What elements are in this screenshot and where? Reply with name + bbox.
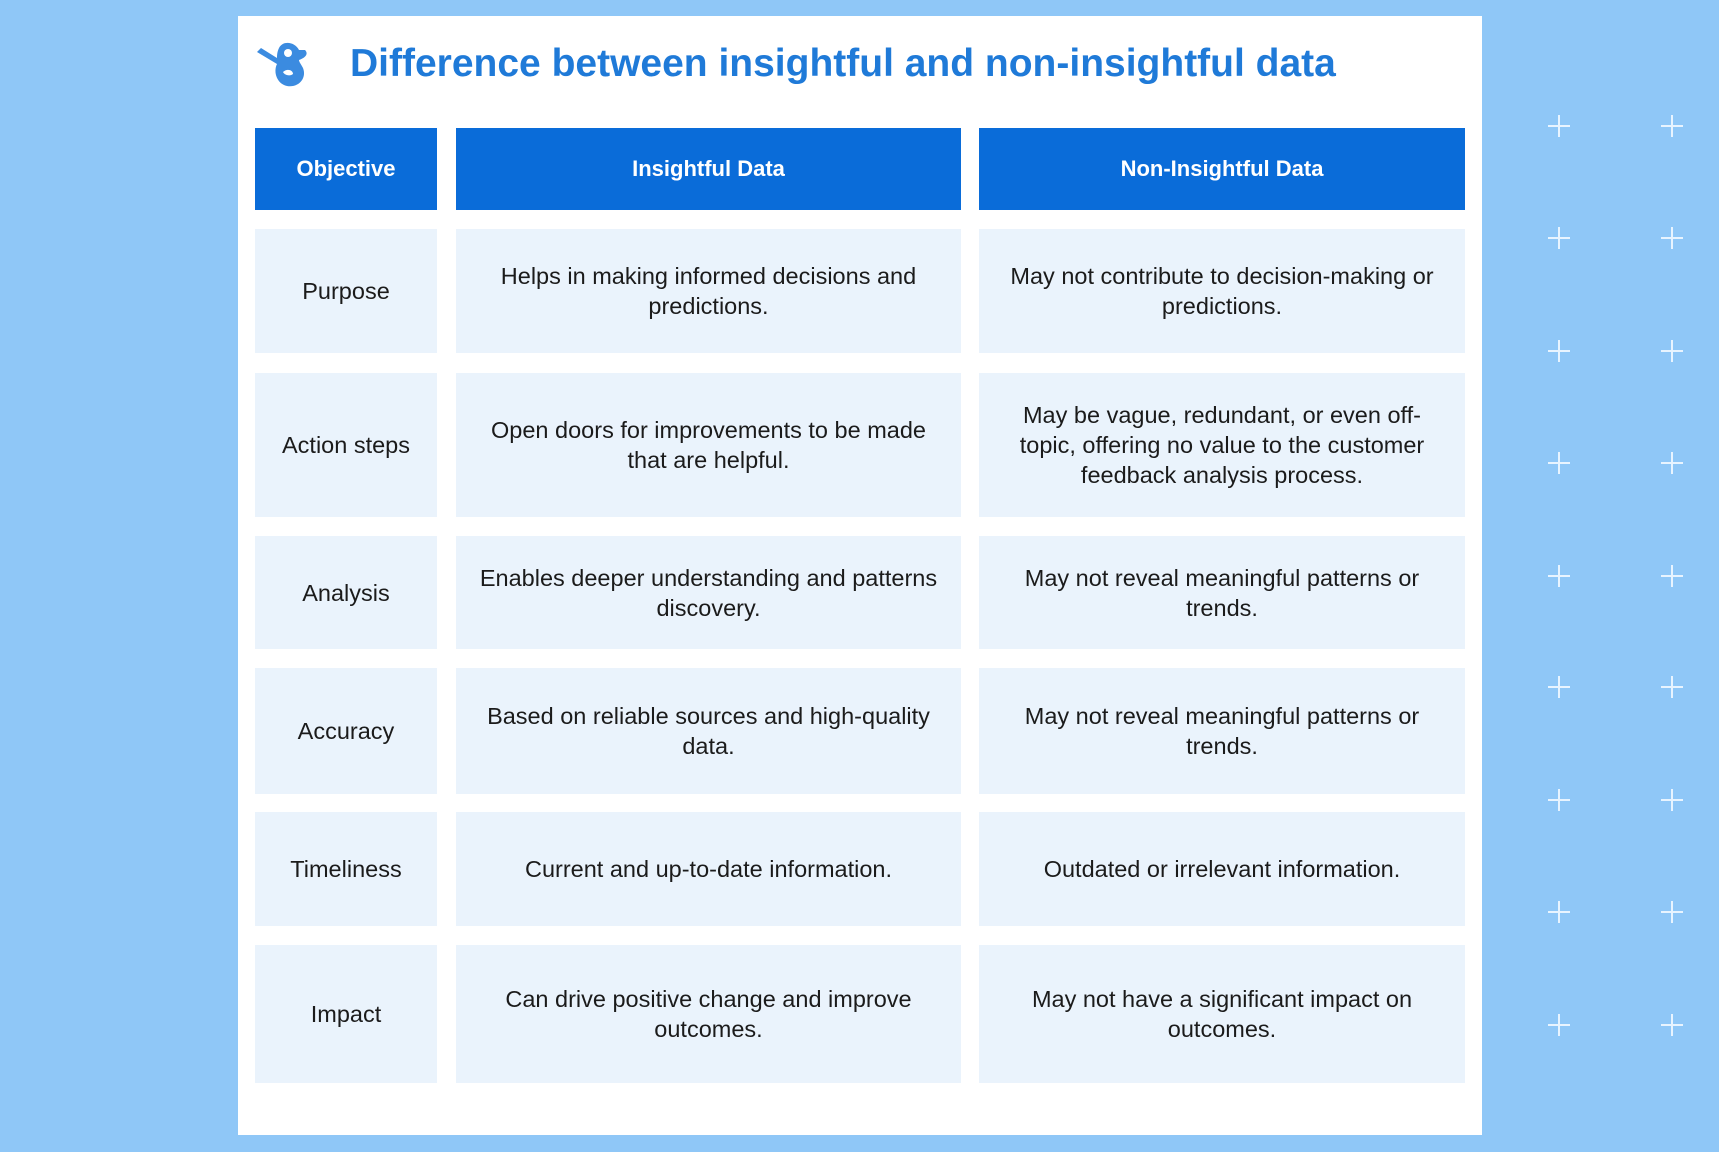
cell-objective-text: Accuracy	[297, 718, 395, 744]
plus-icon	[1548, 901, 1570, 923]
cell-insightful-text: Based on reliable sources and high-quali…	[487, 703, 930, 759]
cell-objective: Purpose	[255, 229, 437, 353]
cell-non-insightful-text: May not reveal meaningful patterns or tr…	[1024, 703, 1420, 759]
cell-objective-text: Purpose	[302, 278, 390, 304]
cell-insightful: Based on reliable sources and high-quali…	[456, 668, 961, 794]
cell-non-insightful: May not reveal meaningful patterns or tr…	[979, 668, 1465, 794]
cell-objective: Analysis	[255, 536, 437, 649]
plus-icon	[1661, 452, 1683, 474]
plus-icon	[1661, 1014, 1683, 1036]
plus-icon	[1661, 789, 1683, 811]
cell-objective: Action steps	[255, 373, 437, 517]
cell-insightful: Enables deeper understanding and pattern…	[456, 536, 961, 649]
cell-objective: Accuracy	[255, 668, 437, 794]
cell-insightful: Can drive positive change and improve ou…	[456, 945, 961, 1083]
cell-insightful-text: Enables deeper understanding and pattern…	[479, 564, 938, 621]
cell-objective-text: Impact	[310, 1001, 382, 1027]
cell-insightful-text: Open doors for improvements to be made t…	[491, 417, 926, 473]
plus-icon	[1548, 565, 1570, 587]
header-insightful: Insightful Data	[456, 128, 961, 210]
page-title: Difference between insightful and non-in…	[350, 42, 1336, 85]
header-non-insightful: Non-Insightful Data	[979, 128, 1465, 210]
cell-objective-text: Action steps	[281, 432, 410, 458]
cell-non-insightful-text: May not reveal meaningful patterns or tr…	[1024, 564, 1420, 621]
cell-insightful-text: Current and up-to-date information.	[524, 856, 893, 882]
plus-icon	[1548, 676, 1570, 698]
plus-icon	[1661, 115, 1683, 137]
plus-icon	[1661, 340, 1683, 362]
bird-logo-icon	[257, 42, 307, 87]
header-insightful-text: Insightful Data	[632, 156, 785, 181]
cell-objective-text: Analysis	[302, 579, 390, 606]
cell-non-insightful-text: May not contribute to decision-making or…	[1010, 263, 1434, 319]
plus-icon	[1661, 901, 1683, 923]
cell-objective-text: Timeliness	[290, 856, 402, 882]
header-non-insightful-text: Non-Insightful Data	[1120, 156, 1324, 181]
cell-insightful-text: Can drive positive change and improve ou…	[505, 986, 912, 1042]
cell-objective: Timeliness	[255, 812, 437, 926]
header-objective: Objective	[255, 128, 437, 210]
cell-non-insightful: May not contribute to decision-making or…	[979, 229, 1465, 353]
plus-icon	[1548, 452, 1570, 474]
plus-icon	[1548, 1014, 1570, 1036]
cell-non-insightful: Outdated or irrelevant information.	[979, 812, 1465, 926]
plus-icon	[1661, 565, 1683, 587]
cell-non-insightful: May be vague, redundant, or even off-top…	[979, 373, 1465, 517]
plus-icon	[1548, 789, 1570, 811]
plus-icon	[1548, 340, 1570, 362]
cell-insightful: Current and up-to-date information.	[456, 812, 961, 926]
header-objective-text: Objective	[296, 156, 396, 181]
cell-non-insightful: May not reveal meaningful patterns or tr…	[979, 536, 1465, 649]
plus-icon	[1661, 676, 1683, 698]
plus-icon	[1548, 115, 1570, 137]
cell-non-insightful-text: May not have a significant impact on out…	[1031, 986, 1413, 1042]
cell-non-insightful-text: Outdated or irrelevant information.	[1043, 856, 1401, 882]
cell-insightful: Helps in making informed decisions and p…	[456, 229, 961, 353]
cell-non-insightful-text: May be vague, redundant, or even off-top…	[1019, 402, 1425, 488]
cell-insightful-text: Helps in making informed decisions and p…	[500, 263, 917, 319]
cell-non-insightful: May not have a significant impact on out…	[979, 945, 1465, 1083]
cell-insightful: Open doors for improvements to be made t…	[456, 373, 961, 517]
plus-icon	[1548, 227, 1570, 249]
plus-icon	[1661, 227, 1683, 249]
cell-objective: Impact	[255, 945, 437, 1083]
